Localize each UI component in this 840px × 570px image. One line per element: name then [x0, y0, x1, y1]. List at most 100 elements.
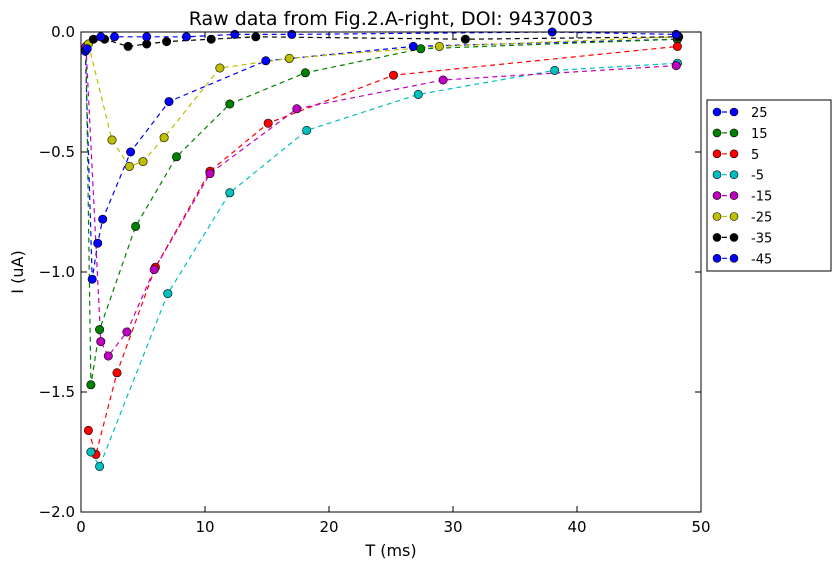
data-point	[86, 380, 96, 390]
data-point	[460, 34, 470, 44]
x-tick-label: 30	[443, 518, 462, 536]
legend-label: -35	[751, 231, 772, 246]
data-point	[225, 188, 235, 198]
x-axis-label: T (ms)	[364, 541, 416, 560]
data-point	[388, 70, 398, 80]
data-point	[671, 29, 681, 39]
data-point	[550, 65, 560, 75]
legend-marker	[729, 191, 739, 200]
plot-lines	[84, 31, 679, 468]
y-tick-label: 0.0	[51, 23, 75, 41]
series-line-5	[87, 36, 678, 168]
data-point	[112, 368, 122, 378]
legend-marker	[729, 253, 739, 263]
legend-marker	[712, 107, 722, 117]
legend-item: 15	[712, 127, 768, 142]
plot-markers	[80, 27, 684, 471]
x-axis: 0 10 20 30 40 50	[76, 32, 711, 536]
data-point	[206, 34, 216, 44]
legend-marker	[729, 233, 739, 242]
legend-marker	[712, 170, 722, 179]
data-point	[292, 104, 302, 114]
data-point	[671, 61, 681, 71]
data-point	[302, 125, 312, 135]
data-point	[103, 351, 113, 361]
legend-marker	[712, 191, 722, 200]
data-point	[93, 238, 103, 248]
data-point	[126, 147, 136, 157]
data-point	[95, 461, 105, 471]
y-tick-label: −2.0	[39, 503, 75, 521]
data-point	[181, 32, 191, 42]
legend-marker	[729, 170, 739, 179]
legend-item: -5	[712, 169, 764, 184]
data-point	[672, 41, 682, 51]
legend-label: 25	[751, 106, 768, 121]
data-point	[215, 63, 225, 73]
data-point	[131, 221, 141, 231]
data-point	[110, 32, 120, 42]
series-line-7	[86, 31, 677, 50]
data-point	[95, 325, 105, 335]
data-point	[159, 133, 169, 143]
legend-marker	[712, 128, 722, 138]
data-point	[230, 29, 240, 39]
series-line-2	[87, 45, 678, 457]
legend-marker	[712, 149, 722, 159]
data-point	[438, 75, 448, 85]
data-point	[138, 157, 148, 167]
data-point	[149, 265, 159, 275]
legend-marker	[712, 233, 722, 242]
y-tick-label: −0.5	[39, 143, 75, 161]
legend-label: -25	[751, 211, 772, 226]
x-tick-label: 0	[76, 518, 86, 536]
data-point	[123, 41, 133, 51]
data-point	[434, 41, 444, 51]
x-tick-label: 40	[567, 518, 586, 536]
legend-marker	[712, 253, 722, 263]
legend-marker	[729, 107, 739, 117]
data-point	[96, 337, 106, 347]
legend-item: -35	[712, 231, 772, 246]
series-line-3	[90, 62, 678, 468]
x-tick-label: 50	[691, 518, 710, 536]
series-line-1	[85, 38, 678, 385]
data-point	[83, 425, 93, 435]
series-line-4	[85, 46, 677, 358]
data-point	[408, 41, 418, 51]
data-point	[142, 32, 152, 42]
data-point	[284, 53, 294, 63]
legend-item: 25	[712, 106, 768, 121]
data-point	[82, 44, 92, 54]
legend-label: -15	[751, 190, 772, 205]
data-point	[172, 152, 182, 162]
y-tick-label: −1.0	[39, 263, 75, 281]
legend-marker	[729, 128, 739, 138]
legend-label: -45	[751, 252, 772, 267]
legend-item: -15	[712, 190, 772, 205]
data-point	[124, 161, 134, 171]
data-point	[163, 289, 173, 299]
data-point	[164, 97, 174, 107]
x-tick-label: 20	[319, 518, 338, 536]
data-point	[416, 44, 426, 54]
legend-item: -45	[712, 252, 772, 267]
data-point	[261, 56, 271, 66]
y-tick-label: −1.5	[39, 383, 75, 401]
data-point	[96, 32, 106, 42]
legend-label: 5	[751, 148, 759, 163]
legend-item: 5	[712, 148, 759, 163]
data-point	[225, 99, 235, 109]
legend-box	[706, 99, 832, 272]
legend-marker	[712, 212, 722, 221]
legend-item: -25	[712, 211, 772, 226]
legend-label: 15	[751, 127, 768, 142]
plot-frame	[80, 31, 702, 513]
data-point	[251, 32, 261, 42]
data-point	[300, 68, 310, 78]
data-point	[413, 89, 423, 99]
data-point	[162, 37, 172, 47]
data-point	[263, 118, 273, 128]
legend-marker	[729, 212, 739, 221]
